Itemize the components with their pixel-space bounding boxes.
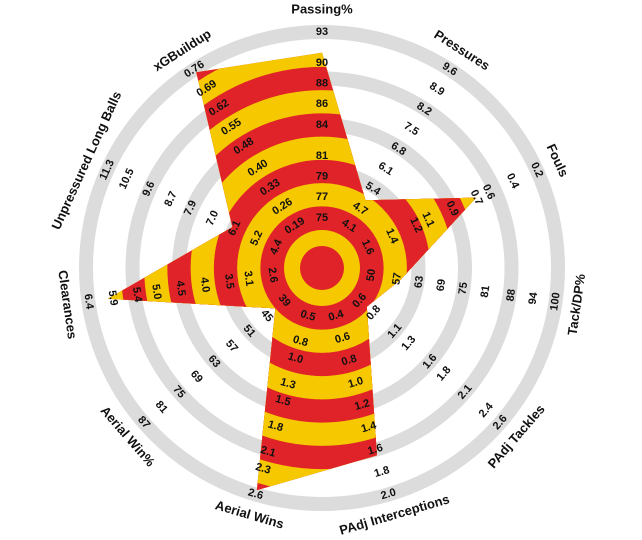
- tick-label: 69: [435, 278, 449, 292]
- tick-label: 77: [316, 191, 328, 203]
- tick-label: 0.8: [291, 333, 309, 349]
- tick-label: 1.4: [360, 419, 379, 435]
- tick-label: 79: [316, 171, 328, 183]
- tick-label: 4.5: [174, 280, 188, 297]
- tick-label: 100: [548, 292, 562, 312]
- tick-label: 90: [316, 57, 328, 69]
- tick-label: 4.0: [198, 276, 212, 293]
- tick-label: 2.3: [254, 461, 272, 477]
- tick-label: 1.8: [435, 364, 454, 383]
- tick-label: 2.1: [259, 444, 277, 460]
- tick-label: 3.5: [222, 273, 236, 290]
- tick-label: 1.6: [366, 442, 384, 458]
- tick-label: 0.7: [468, 188, 485, 207]
- tick-label: 1.2: [353, 397, 371, 413]
- tick-label: 2.0: [379, 486, 397, 502]
- tick-label: 1.5: [274, 393, 292, 409]
- center-disk: [300, 246, 344, 290]
- tick-label: 88: [505, 288, 519, 302]
- tick-label: 1.3: [279, 376, 297, 392]
- tick-label: 2.6: [247, 486, 265, 502]
- category-label: Tack/DP%: [564, 272, 588, 336]
- tick-label: 2.4: [477, 400, 497, 420]
- tick-label: 88: [316, 78, 328, 90]
- tick-label: 69: [188, 368, 205, 385]
- tick-label: 0.5: [299, 308, 317, 324]
- tick-label: 7.5: [402, 120, 421, 138]
- ring: [79, 25, 565, 511]
- tick-label: 7.9: [182, 199, 199, 218]
- tick-label: 57: [390, 272, 404, 286]
- tick-label: 1.0: [347, 375, 365, 391]
- tick-label: 1.8: [373, 464, 391, 480]
- category-label: Clearances: [55, 269, 80, 340]
- tick-label: 6.1: [376, 160, 395, 178]
- category-label: Passing%: [291, 1, 353, 16]
- category-label: Fouls: [544, 141, 572, 179]
- tick-label: 6.4: [81, 293, 95, 311]
- tick-label: 63: [412, 275, 426, 289]
- tick-label: 10.5: [117, 167, 137, 191]
- tick-label: 6.1: [226, 219, 243, 238]
- tick-label: 94: [527, 291, 541, 306]
- tick-label: 2.6: [266, 267, 280, 284]
- tick-label: 5.0: [149, 283, 163, 300]
- tick-label: 93: [316, 26, 328, 38]
- tick-label: 45: [258, 307, 275, 324]
- tick-label: 81: [316, 150, 328, 162]
- tick-label: 84: [316, 119, 329, 131]
- tick-label: 0.8: [340, 353, 358, 369]
- tick-label: 86: [316, 98, 328, 110]
- tick-label: 0.9: [444, 199, 461, 218]
- tick-label: 81: [479, 285, 493, 299]
- tick-label: 75: [457, 281, 471, 295]
- tick-label: 3.1: [241, 270, 255, 287]
- tick-label: 1.1: [419, 210, 436, 229]
- tick-label: 5.4: [130, 286, 144, 304]
- tick-label: 50: [365, 268, 379, 282]
- tick-label: 1.3: [399, 334, 418, 353]
- tick-label: 0.6: [334, 330, 352, 346]
- tick-label: 1.8: [266, 418, 284, 434]
- tick-label: 1.2: [407, 216, 424, 235]
- tick-label: 8.9: [427, 80, 446, 98]
- tick-label: 0.2: [528, 160, 545, 179]
- tick-label: 5.9: [106, 290, 120, 307]
- tick-label: 1.6: [359, 238, 376, 257]
- tick-label: 1.0: [286, 350, 304, 366]
- tick-label: 81: [153, 399, 170, 416]
- tick-label: 7.0: [204, 209, 221, 228]
- tick-label: 5.2: [248, 229, 265, 248]
- tick-label: 75: [316, 212, 328, 224]
- tick-label: 8.7: [162, 190, 179, 209]
- tick-label: 9.6: [140, 180, 157, 199]
- tick-label: 0.4: [504, 172, 522, 192]
- tick-label: 0.6: [480, 183, 497, 202]
- tick-label: 0.4: [327, 308, 346, 324]
- tick-label: 57: [223, 338, 240, 355]
